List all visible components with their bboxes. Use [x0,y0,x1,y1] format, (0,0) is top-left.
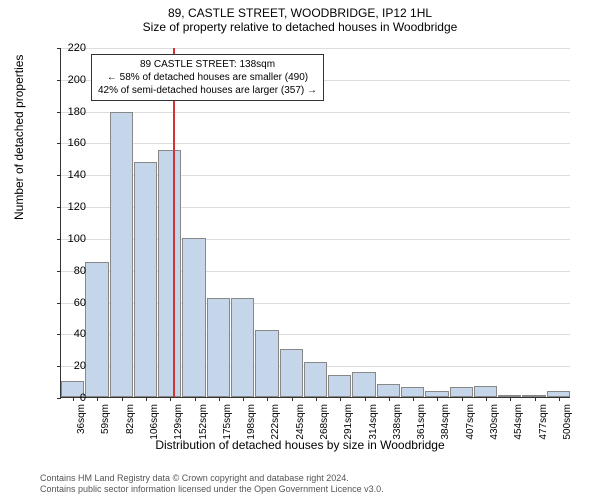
xtick-mark [292,397,293,401]
histogram-bar [158,150,181,397]
xtick-label: 82sqm [125,404,136,434]
histogram-bar [304,362,327,397]
histogram-bar [401,387,424,397]
gridline [61,48,570,49]
xtick-mark [559,397,560,401]
xtick-label: 106sqm [149,404,160,440]
histogram-chart: 89 CASTLE STREET: 138sqm← 58% of detache… [60,48,570,398]
xtick-mark [219,397,220,401]
xtick-label: 454sqm [513,404,524,440]
histogram-bar [352,372,375,397]
xtick-mark [437,397,438,401]
marker-annotation: 89 CASTLE STREET: 138sqm← 58% of detache… [91,54,324,101]
histogram-bar [134,162,157,397]
annotation-line: 42% of semi-detached houses are larger (… [98,84,317,97]
annotation-line: ← 58% of detached houses are smaller (49… [98,71,317,84]
ytick-label: 80 [56,265,86,277]
xtick-label: 361sqm [416,404,427,440]
ytick-label: 200 [56,74,86,86]
xtick-label: 36sqm [76,404,87,434]
y-axis-label: Number of detached properties [12,55,26,220]
footer-line1: Contains HM Land Registry data © Crown c… [40,473,384,485]
xtick-label: 407sqm [465,404,476,440]
xtick-mark [170,397,171,401]
gridline [61,143,570,144]
xtick-label: 245sqm [295,404,306,440]
xtick-label: 338sqm [392,404,403,440]
ytick-label: 160 [56,137,86,149]
ytick-label: 20 [56,360,86,372]
histogram-bar [207,298,230,397]
histogram-bar [377,384,400,397]
xtick-mark [340,397,341,401]
annotation-line: 89 CASTLE STREET: 138sqm [98,58,317,71]
histogram-bar [231,298,254,397]
xtick-mark [267,397,268,401]
gridline [61,112,570,113]
histogram-bar [85,262,108,397]
xtick-label: 222sqm [270,404,281,440]
xtick-label: 430sqm [489,404,500,440]
xtick-mark [413,397,414,401]
xtick-mark [146,397,147,401]
xtick-label: 175sqm [222,404,233,440]
footer-attribution: Contains HM Land Registry data © Crown c… [40,473,384,496]
ytick-label: 60 [56,297,86,309]
xtick-mark [365,397,366,401]
xtick-mark [535,397,536,401]
histogram-bar [182,238,205,397]
xtick-mark [97,397,98,401]
xtick-mark [316,397,317,401]
page-title-address: 89, CASTLE STREET, WOODBRIDGE, IP12 1HL [0,0,600,20]
histogram-bar [255,330,278,397]
xtick-mark [486,397,487,401]
xtick-label: 198sqm [246,404,257,440]
xtick-label: 384sqm [440,404,451,440]
xtick-mark [389,397,390,401]
page-title-subtitle: Size of property relative to detached ho… [0,20,600,38]
ytick-label: 40 [56,328,86,340]
xtick-mark [122,397,123,401]
xtick-label: 291sqm [343,404,354,440]
ytick-label: 120 [56,201,86,213]
xtick-label: 59sqm [100,404,111,434]
histogram-bar [110,112,133,397]
histogram-bar [450,387,473,397]
xtick-label: 314sqm [368,404,379,440]
ytick-label: 100 [56,233,86,245]
xtick-label: 477sqm [538,404,549,440]
footer-line2: Contains public sector information licen… [40,484,384,496]
xtick-mark [243,397,244,401]
xtick-mark [510,397,511,401]
histogram-bar [328,375,351,397]
xtick-mark [195,397,196,401]
ytick-label: 0 [56,392,86,404]
x-axis-label: Distribution of detached houses by size … [0,438,600,452]
histogram-bar [280,349,303,397]
ytick-label: 220 [56,42,86,54]
xtick-label: 500sqm [562,404,573,440]
histogram-bar [474,386,497,397]
ytick-label: 140 [56,169,86,181]
xtick-mark [462,397,463,401]
xtick-label: 268sqm [319,404,330,440]
xtick-label: 129sqm [173,404,184,440]
ytick-label: 180 [56,106,86,118]
xtick-label: 152sqm [198,404,209,440]
